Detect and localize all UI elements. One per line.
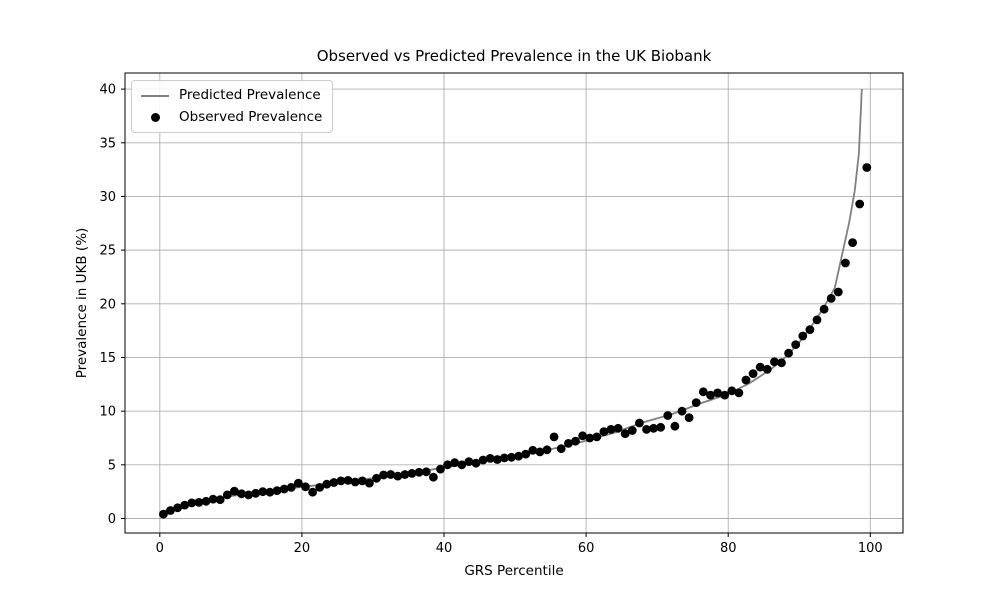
chart-title: Observed vs Predicted Prevalence in the … <box>316 47 712 65</box>
legend-item-predicted: Predicted Prevalence <box>141 87 322 104</box>
axes-spines <box>124 72 904 534</box>
x-tick-label: 20 <box>294 541 311 556</box>
x-tick-label: 0 <box>156 541 164 556</box>
grid-lines <box>125 73 903 533</box>
legend-item-observed: Observed Prevalence <box>141 109 322 126</box>
x-tick-label: 100 <box>858 541 883 556</box>
tick-marks <box>121 88 871 537</box>
y-tick-label: 35 <box>99 136 116 151</box>
y-tick-label: 25 <box>99 244 116 259</box>
y-tick-label: 15 <box>99 351 116 366</box>
legend-label-observed: Observed Prevalence <box>179 109 323 125</box>
x-axis-label: GRS Percentile <box>464 563 564 579</box>
legend-label-predicted: Predicted Prevalence <box>179 87 321 103</box>
predicted-line <box>159 89 863 513</box>
predicted-line-swatch-icon <box>141 94 169 97</box>
observed-points <box>159 163 872 519</box>
y-tick-label: 20 <box>99 297 116 312</box>
x-tick-labels: 0 20 40 60 80 100 <box>156 541 883 556</box>
x-tick-label: 80 <box>720 541 737 556</box>
x-tick-label: 40 <box>436 541 453 556</box>
y-tick-label: 40 <box>99 83 116 98</box>
y-tick-labels: 0 5 10 15 20 25 30 35 40 <box>99 83 116 527</box>
y-tick-label: 0 <box>108 512 116 527</box>
y-axis-label: Prevalence in UKB (%) <box>74 227 90 379</box>
y-tick-label: 5 <box>108 458 116 473</box>
legend: Predicted Prevalence Observed Prevalence <box>131 80 334 133</box>
observed-dot-swatch-icon <box>141 109 169 126</box>
y-tick-label: 10 <box>99 405 116 420</box>
y-tick-label: 30 <box>99 190 116 205</box>
x-tick-label: 60 <box>578 541 595 556</box>
